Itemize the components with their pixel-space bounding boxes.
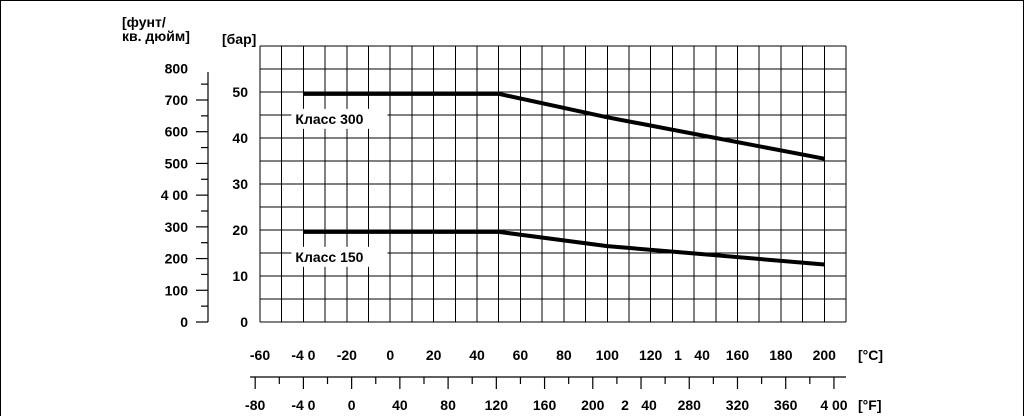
x-tick-label-f: -4 0 <box>291 397 315 413</box>
x-tick-label-c: 200 <box>813 347 837 363</box>
y-tick-label-psi: 200 <box>165 251 189 267</box>
x-tick-label-f: 40 <box>641 397 657 413</box>
x-tick-label-c: -60 <box>250 347 270 363</box>
x-tick-label-c: -4 0 <box>291 347 315 363</box>
series-line-class-150 <box>303 229 825 267</box>
x-tick-label-c: 80 <box>556 347 572 363</box>
y-axis-label-psi: [фунт/ <box>122 14 166 30</box>
y-axis-label-bar: [бар] <box>222 31 256 47</box>
y-tick-label-psi: 0 <box>180 314 188 330</box>
x-tick-label-f: 160 <box>533 397 557 413</box>
y-tick-label-psi: 4 00 <box>161 187 188 203</box>
x-tick-label-f: 40 <box>392 397 408 413</box>
y-tick-label-bar: 50 <box>232 84 248 100</box>
x-tick-label-c: 0 <box>386 347 394 363</box>
y-tick-label-psi: 500 <box>165 155 189 171</box>
axes <box>196 72 846 389</box>
y-tick-label-psi: 700 <box>165 92 189 108</box>
y-tick-label-bar: 20 <box>232 222 248 238</box>
x-tick-label-f: 2 <box>621 397 629 413</box>
series-line-class-300 <box>303 91 825 161</box>
x-tick-label-f: 360 <box>774 397 798 413</box>
x-tick-label-c: 100 <box>596 347 620 363</box>
x-tick-label-c: 40 <box>694 347 710 363</box>
grid <box>259 45 847 323</box>
series-label-bg <box>291 246 388 267</box>
x-tick-label-c: -20 <box>337 347 357 363</box>
x-tick-label-c: 180 <box>769 347 793 363</box>
y-tick-label-bar: 0 <box>240 314 248 330</box>
x-tick-label-f: 0 <box>348 397 356 413</box>
y-tick-label-psi: 300 <box>165 219 189 235</box>
series-label: Класс 150 <box>295 249 363 265</box>
y-tick-label-psi: 800 <box>165 60 189 76</box>
y-tick-label-bar: 10 <box>232 268 248 284</box>
x-tick-label-c: 40 <box>469 347 485 363</box>
x-tick-label-f: 4 00 <box>820 397 847 413</box>
y-tick-label-psi: 100 <box>165 282 189 298</box>
x-tick-label-f: 320 <box>726 397 750 413</box>
x-axis-label-c: [°C] <box>858 347 883 363</box>
x-tick-label-f: 280 <box>678 397 702 413</box>
x-tick-label-c: 60 <box>513 347 529 363</box>
x-tick-label-f: 120 <box>485 397 509 413</box>
x-tick-label-c: 120 <box>639 347 663 363</box>
y-tick-label-bar: 30 <box>232 176 248 192</box>
y-tick-label-bar: 40 <box>232 130 248 146</box>
x-tick-label-f: 80 <box>440 397 456 413</box>
y-axis-label-psi: кв. дюйм] <box>122 28 190 44</box>
series-label: Класс 300 <box>295 111 363 127</box>
x-axis-label-f: [°F] <box>858 397 881 413</box>
x-tick-label-f: -80 <box>245 397 265 413</box>
x-tick-label-c: 20 <box>426 347 442 363</box>
x-tick-label-f: 200 <box>581 397 605 413</box>
y-tick-label-psi: 600 <box>165 124 189 140</box>
x-tick-label-c: 1 <box>674 347 682 363</box>
series-group: Класс 300 Класс 150 <box>291 91 825 267</box>
x-tick-label-c: 160 <box>726 347 750 363</box>
series-label-bg <box>291 108 388 129</box>
